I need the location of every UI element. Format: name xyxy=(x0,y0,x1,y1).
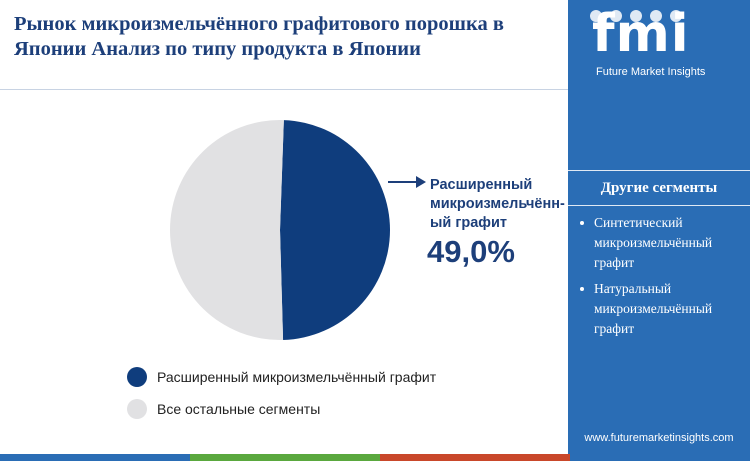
footer-color-bar xyxy=(0,454,750,461)
other-segments-list: Синтетический микроизмельчённый графит Н… xyxy=(580,213,740,345)
logo-wordmark: fmi xyxy=(592,4,690,64)
bullet-icon xyxy=(580,287,584,291)
fmi-logo: fmi Future Market Insights xyxy=(588,4,728,84)
pie-chart xyxy=(169,119,390,340)
title-divider xyxy=(0,89,568,90)
footer-bar-segment xyxy=(380,454,570,461)
legend-label-others: Все остальные сегменты xyxy=(157,401,321,417)
pie-slice-1 xyxy=(169,119,284,340)
sidebar-divider-bottom xyxy=(568,205,750,206)
list-item: Синтетический микроизмельчённый графит xyxy=(580,213,740,273)
legend-item-expanded: Расширенный микроизмельчённый графит xyxy=(127,366,436,388)
sidebar-divider-top xyxy=(568,170,750,171)
pie-slice-0 xyxy=(280,120,390,340)
logo-dots-icon xyxy=(590,10,726,24)
callout-arrow-icon xyxy=(388,176,426,188)
legend-item-others: Все остальные сегменты xyxy=(127,398,436,420)
list-item: Натуральный микроизмельчённый графит xyxy=(580,279,740,339)
logo-tagline: Future Market Insights xyxy=(596,66,706,78)
footer-bar-segment xyxy=(570,454,750,461)
legend-swatch-others xyxy=(127,399,147,419)
bullet-icon xyxy=(580,221,584,225)
callout-label: Расширенный микроизмельчённ-ый графит xyxy=(430,177,565,231)
chart-legend: Расширенный микроизмельчённый графит Все… xyxy=(127,366,436,430)
sidebar-panel: fmi Future Market Insights Другие сегмен… xyxy=(568,0,750,461)
website-link[interactable]: www.futuremarketinsights.com xyxy=(584,432,734,444)
footer-bar-segment xyxy=(190,454,380,461)
legend-swatch-expanded xyxy=(127,367,147,387)
other-segments-heading: Другие сегменты xyxy=(600,180,718,196)
callout-value: 49,0% xyxy=(427,234,515,269)
legend-label-expanded: Расширенный микроизмельчённый графит xyxy=(157,369,437,385)
page-title: Рынок микроизмельчённого графитового пор… xyxy=(14,13,504,60)
footer-bar-segment xyxy=(0,454,190,461)
